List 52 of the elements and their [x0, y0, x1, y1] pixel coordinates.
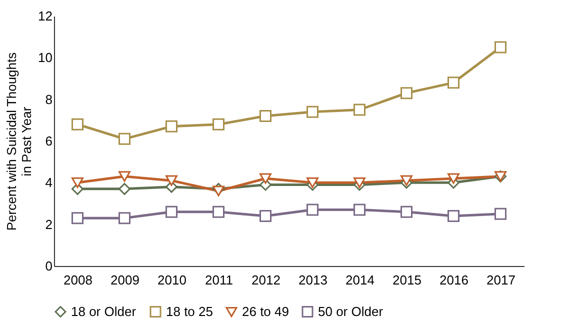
- x-tick-label: 2013: [298, 272, 328, 288]
- x-tick-label: 2009: [110, 272, 140, 288]
- point: [72, 118, 84, 130]
- y-tick-label: 6: [45, 134, 52, 148]
- point: [354, 204, 366, 216]
- x-tick-label: 2008: [64, 272, 92, 288]
- point: [118, 212, 130, 224]
- point: [212, 118, 224, 130]
- x-tick-label: 2015: [392, 272, 422, 288]
- x-tick-label: 2016: [440, 272, 468, 288]
- y-tick-label: 4: [45, 175, 52, 190]
- point: [448, 210, 460, 222]
- point: [118, 171, 130, 182]
- point: [306, 204, 318, 216]
- x-tick-label: 2011: [205, 272, 233, 288]
- point: [354, 104, 366, 116]
- legend-label: 18 to 25: [166, 304, 213, 319]
- point: [260, 210, 272, 222]
- legend-label: 18 or Older: [71, 304, 137, 319]
- y-tick-label: 2: [45, 216, 52, 232]
- point: [306, 177, 318, 188]
- point: [118, 182, 130, 195]
- point: [306, 106, 318, 118]
- point: [212, 186, 224, 196]
- x-tick-label: 2014: [346, 272, 374, 288]
- point: [166, 206, 178, 218]
- point: [72, 177, 84, 188]
- legend-label: 26 to 49: [242, 304, 289, 320]
- point: [354, 177, 366, 188]
- point: [260, 173, 272, 184]
- y-tick-label: 8: [45, 92, 52, 107]
- x-tick-label: 2017: [486, 272, 516, 288]
- y-tick-label: 10: [38, 50, 52, 66]
- point: [400, 206, 412, 218]
- point: [166, 120, 178, 132]
- point: [448, 173, 460, 184]
- point: [118, 132, 130, 145]
- point: [494, 208, 506, 220]
- legend-label: 50 or Older: [318, 304, 384, 319]
- point: [212, 206, 224, 218]
- point: [400, 175, 412, 186]
- point: [400, 87, 412, 100]
- x-tick-label: 2012: [252, 272, 280, 288]
- point: [166, 175, 178, 186]
- y-tick-label: 0: [45, 258, 52, 274]
- point: [448, 76, 460, 89]
- point: [494, 41, 506, 54]
- point: [72, 212, 84, 224]
- point: [260, 110, 272, 122]
- y-tick-label: 12: [38, 8, 52, 24]
- x-tick-label: 2010: [158, 272, 186, 288]
- y-axis-title: Percent with Suicidal Thoughts in Past Year: [4, 52, 34, 231]
